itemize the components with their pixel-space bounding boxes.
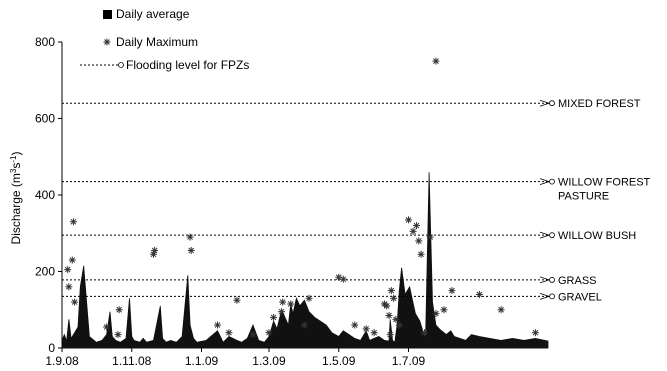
daily-maximum-point: [69, 218, 77, 226]
x-tick-label: 1.3.09: [252, 354, 286, 368]
daily-maximum-point: [420, 329, 428, 337]
daily-maximum-point: [249, 331, 257, 339]
daily-maximum-point: [448, 287, 456, 295]
flooding-level-label: MIXED FOREST: [558, 98, 641, 110]
daily-maximum-point: [497, 306, 505, 314]
legend: Daily average Daily Maximum Flooding level…: [80, 7, 249, 72]
flooding-level-label: WILLOW FOREST PASTURE: [558, 177, 651, 203]
daily-maximum-point: [412, 222, 420, 230]
daily-maximum-point: [383, 302, 391, 310]
daily-maximum-point: [362, 325, 370, 333]
y-tick-label: 200: [35, 265, 55, 279]
legend-marker-daily-average: [103, 10, 112, 19]
daily-maximum-point: [103, 323, 111, 331]
flooding-level-marker: [549, 100, 555, 107]
flooding-level-arrow: [539, 292, 551, 300]
daily-maximum-point: [415, 237, 423, 245]
flooding-level-arrow: [539, 276, 551, 284]
daily-maximum-point: [214, 321, 222, 329]
legend-marker-flooding-circle: [118, 62, 124, 68]
flooding-level-arrow: [539, 231, 551, 239]
daily-maximum-point: [531, 329, 539, 337]
daily-maximum-point: [115, 306, 123, 314]
daily-maximum-point: [279, 298, 287, 306]
daily-maximum-point: [225, 329, 233, 337]
y-tick-label: 600: [35, 112, 55, 126]
flooding-level-marker: [549, 293, 555, 300]
daily-maximum-point: [440, 306, 448, 314]
plot-area: 0 200 400 600 800 1.9.08 1.11.08 1.1.09 1.3.09 1.…: [35, 35, 651, 368]
x-tick-label: 1.11.08: [112, 354, 151, 368]
flooding-level-label: GRAVEL: [558, 291, 602, 303]
daily-maximum-point: [390, 294, 398, 302]
daily-maximum-point: [233, 296, 241, 304]
y-tick-label: 400: [35, 188, 55, 202]
daily-maximum-point: [417, 250, 425, 258]
daily-maximum-point: [385, 311, 393, 319]
x-tick-label: 1.9.08: [45, 354, 79, 368]
flooding-level-label: GRASS: [558, 275, 597, 287]
flooding-level-arrow: [539, 99, 551, 107]
y-tick-label: 0: [48, 341, 55, 355]
flooding-level-label: WILLOW BUSH: [558, 230, 636, 242]
daily-maximum-outlier-point: [432, 57, 440, 65]
flooding-level-marker: [549, 178, 555, 185]
x-tick-label: 1.5.09: [322, 354, 356, 368]
daily-maximum-point: [395, 321, 403, 329]
daily-maximum-point: [300, 321, 308, 329]
daily-maximum-point: [186, 233, 194, 241]
legend-label-daily-maximum: Daily Maximum: [116, 35, 198, 49]
y-tick-label: 800: [35, 35, 55, 49]
daily-maximum-point: [305, 294, 313, 302]
daily-maximum-point: [151, 246, 159, 254]
daily-maximum-point: [370, 329, 378, 337]
daily-maximum-point: [432, 310, 440, 318]
daily-maximum-point: [71, 298, 79, 306]
daily-maximum-point: [114, 331, 122, 339]
daily-maximum-point: [475, 290, 483, 298]
flooding-level-marker: [549, 232, 555, 239]
y-axis-label: Discharge (m3s-1): [9, 152, 24, 245]
daily-maximum-point: [278, 308, 286, 316]
daily-maximum-point: [339, 275, 347, 283]
daily-maximum-point: [287, 300, 295, 308]
daily-maximum-point: [392, 315, 400, 323]
legend-marker-daily-maximum: [103, 38, 111, 46]
daily-maximum-point: [187, 246, 195, 254]
flooding-level-arrow: [539, 178, 551, 185]
daily-maximum-point: [265, 329, 273, 337]
legend-label-flooding-level: Flooding level for FPZs: [126, 58, 249, 72]
daily-maximum-point: [65, 283, 73, 291]
daily-maximum-point: [409, 227, 417, 235]
daily-maximum-point: [386, 331, 394, 339]
x-tick-label: 1.7.09: [392, 354, 426, 368]
x-tick-label: 1.1.09: [185, 354, 219, 368]
daily-maximum-point: [351, 321, 359, 329]
daily-maximum-point: [64, 266, 72, 274]
daily-maximum-point: [404, 216, 412, 224]
daily-maximum-point: [68, 256, 76, 264]
legend-label-daily-average: Daily average: [116, 7, 190, 21]
daily-maximum-point: [270, 313, 278, 321]
daily-average-area: [61, 172, 549, 349]
flooding-level-marker: [549, 277, 555, 283]
daily-maximum-point: [426, 233, 434, 241]
daily-maximum-point: [387, 287, 395, 295]
